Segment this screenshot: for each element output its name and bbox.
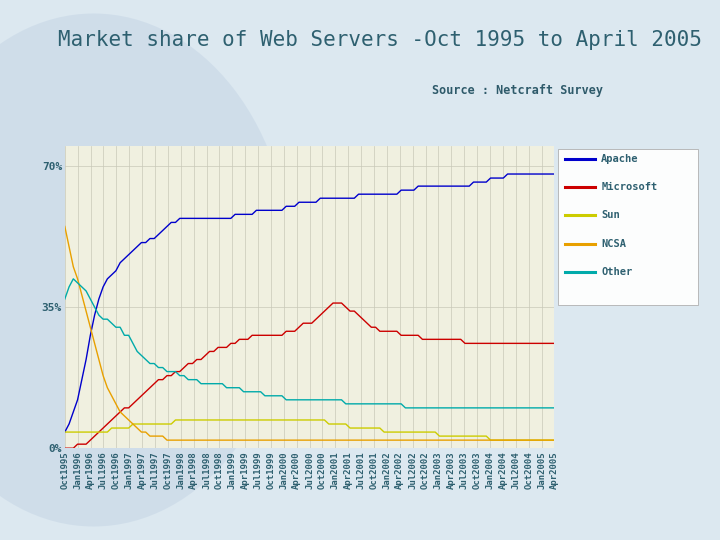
Text: Sun: Sun <box>601 211 620 220</box>
FancyBboxPatch shape <box>558 148 698 305</box>
Text: Apache: Apache <box>601 154 639 164</box>
Ellipse shape <box>0 14 292 526</box>
Text: Other: Other <box>601 267 632 276</box>
Text: NCSA: NCSA <box>601 239 626 248</box>
Text: Source : Netcraft Survey: Source : Netcraft Survey <box>432 84 603 97</box>
Text: Microsoft: Microsoft <box>601 183 657 192</box>
Text: Market share of Web Servers -Oct 1995 to April 2005: Market share of Web Servers -Oct 1995 to… <box>58 30 701 50</box>
